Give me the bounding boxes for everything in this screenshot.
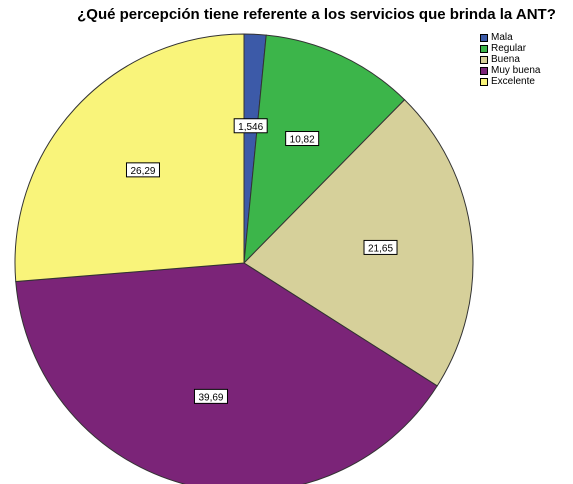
data-label-text: 21,65 xyxy=(368,243,393,254)
legend-item-regular: Regular xyxy=(480,43,540,54)
chart-title: ¿Qué percepción tiene referente a los se… xyxy=(77,6,556,23)
data-label-muy-buena: 39,69 xyxy=(193,388,228,404)
data-label-box xyxy=(233,118,268,134)
pie-slice-buena xyxy=(243,99,474,387)
legend-swatch xyxy=(480,33,488,42)
data-label-text: 26,29 xyxy=(130,166,155,177)
data-label-text: 10,82 xyxy=(290,135,315,146)
legend-swatch xyxy=(480,55,488,64)
data-label-buena: 21,65 xyxy=(363,239,398,255)
legend-swatch xyxy=(480,77,488,86)
data-label-box xyxy=(363,239,398,255)
legend-label: Mala xyxy=(491,32,513,43)
legend-label: Muy buena xyxy=(491,65,541,76)
pie-slice-excelente xyxy=(14,33,245,283)
data-label-text: 39,69 xyxy=(198,392,223,403)
pie-slices xyxy=(14,33,474,484)
data-label-box xyxy=(285,131,320,147)
legend-item-muy-buena: Muy buena xyxy=(480,65,540,76)
data-label-box xyxy=(193,388,228,404)
data-label-mala: 1,546 xyxy=(233,118,268,134)
legend-swatch xyxy=(480,44,488,53)
pie-slice-muy-buena xyxy=(15,262,438,484)
legend-swatch xyxy=(480,66,488,75)
legend: Mala Regular Buena Muy buena Excelente xyxy=(480,32,540,87)
legend-label: Excelente xyxy=(491,76,535,87)
data-label-box xyxy=(125,162,160,178)
legend-item-excelente: Excelente xyxy=(480,76,540,87)
legend-label: Regular xyxy=(491,43,527,54)
pie-slice-regular xyxy=(243,34,406,265)
legend-label: Buena xyxy=(491,54,520,65)
data-label-regular: 10,82 xyxy=(285,131,320,147)
pie-data-labels: 1,546 10,82 21,65 39,69 26,29 xyxy=(125,118,398,404)
data-label-text: 1,546 xyxy=(238,122,263,133)
legend-item-mala: Mala xyxy=(480,32,540,43)
data-label-excelente: 26,29 xyxy=(125,162,160,178)
legend-item-buena: Buena xyxy=(480,54,540,65)
